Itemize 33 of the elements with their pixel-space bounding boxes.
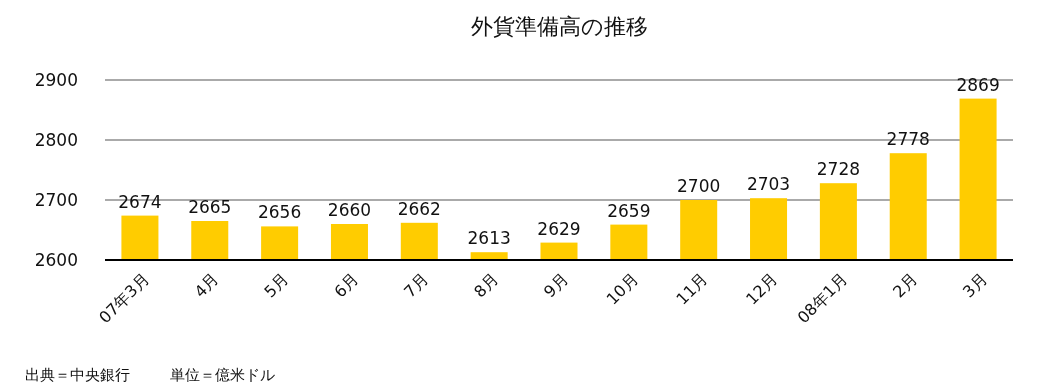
data-label: 2613 — [467, 228, 511, 249]
text: 単位＝億米ドル — [170, 366, 275, 384]
data-label: 2629 — [537, 218, 581, 239]
x-tick-label: 2月 — [889, 269, 922, 302]
chart-title: 外貨準備高の推移 — [470, 14, 648, 39]
y-tick-label: 2700 — [34, 190, 78, 210]
x-tick-label: 8月 — [470, 269, 502, 302]
x-tick-label: 11月 — [672, 269, 712, 309]
x-tick-label: 07年3月 — [95, 269, 153, 328]
data-label: 2665 — [188, 197, 232, 217]
source-note: 出典＝中央銀行 — [25, 366, 130, 384]
x-tick-label: 5月 — [260, 269, 293, 302]
x-tick-label: 3月 — [958, 269, 991, 302]
x-tick-label: 10月 — [602, 269, 642, 309]
y-tick-label: 2600 — [34, 250, 78, 270]
data-label: 2869 — [956, 74, 1000, 95]
x-tick-label: 08年1月 — [793, 269, 852, 328]
data-label: 2700 — [677, 176, 721, 196]
data-label: 2778 — [886, 129, 930, 150]
x-tick-label: 12月 — [742, 269, 782, 309]
data-label: 2674 — [118, 191, 162, 212]
data-label: 2703 — [746, 174, 791, 195]
y-tick-label: 2800 — [34, 130, 78, 150]
x-tick-label: 4月 — [190, 269, 223, 302]
data-label: 2656 — [257, 202, 302, 223]
data-label: 2660 — [327, 200, 372, 220]
data-label: 2659 — [607, 200, 651, 221]
x-tick-label: 7月 — [400, 269, 433, 302]
x-tick-label: 9月 — [539, 269, 572, 302]
data-label: 2662 — [397, 198, 441, 219]
x-tick-label: 6月 — [330, 269, 363, 302]
data-label: 2728 — [816, 159, 861, 180]
y-tick-label: 2900 — [34, 70, 78, 90]
